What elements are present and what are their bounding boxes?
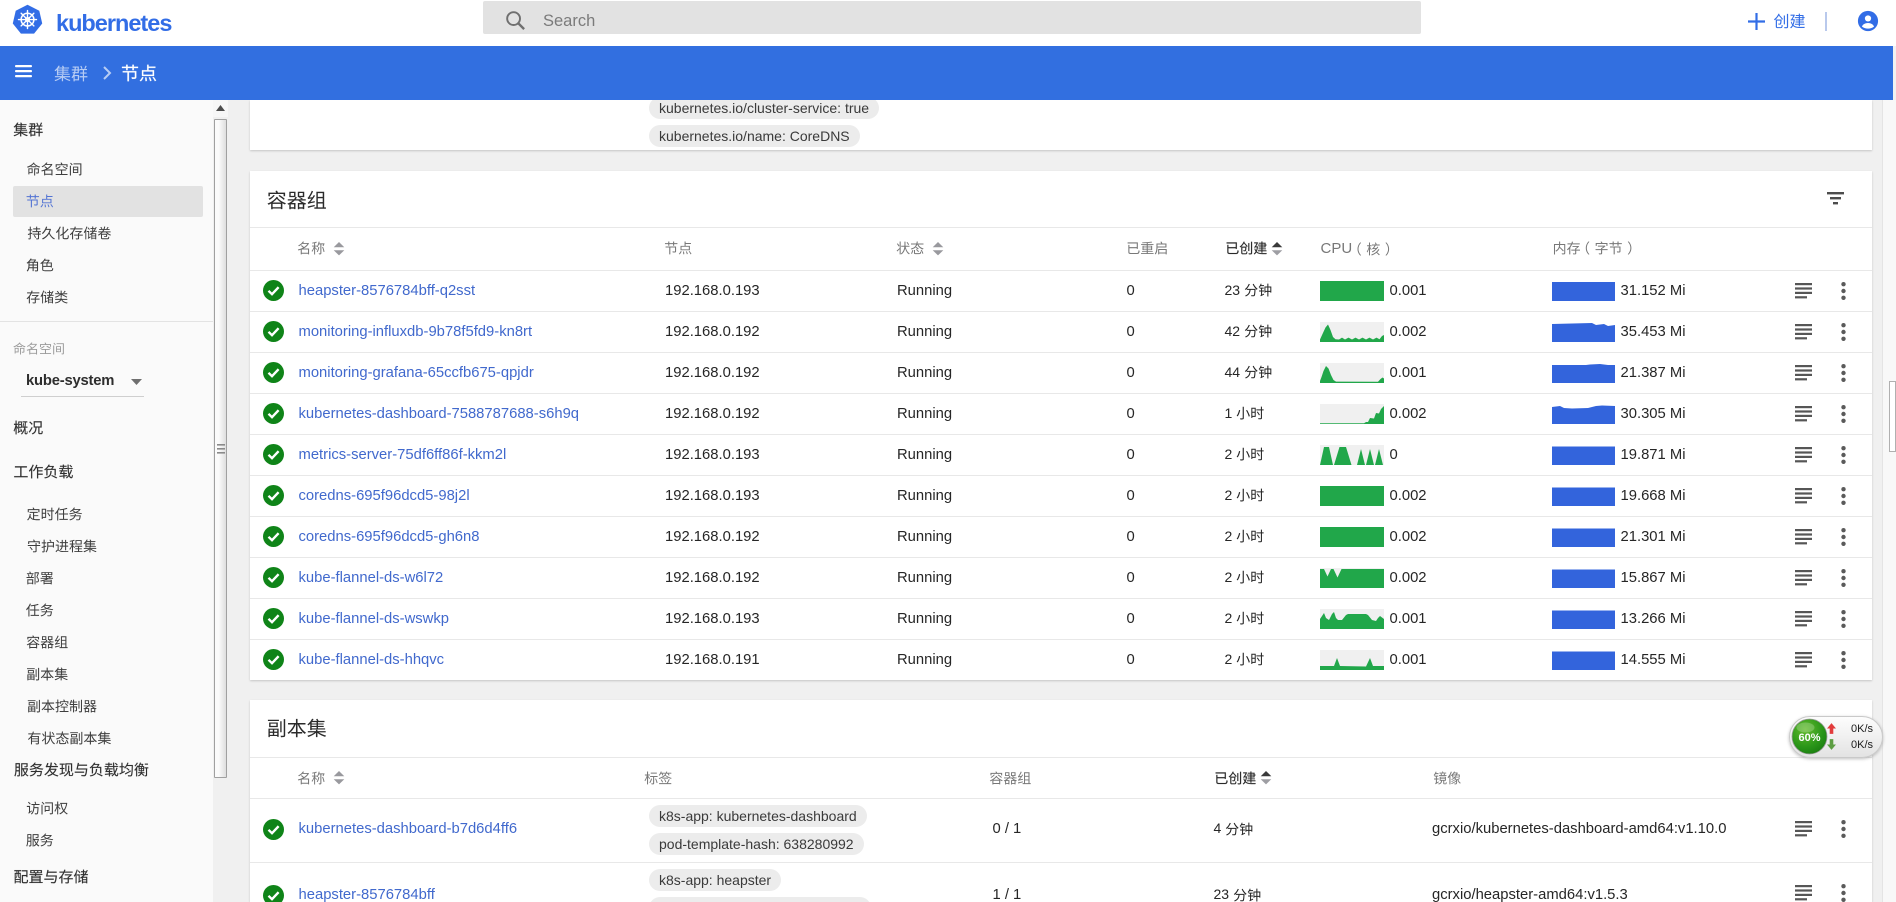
- svg-text:60%: 60%: [1798, 732, 1820, 744]
